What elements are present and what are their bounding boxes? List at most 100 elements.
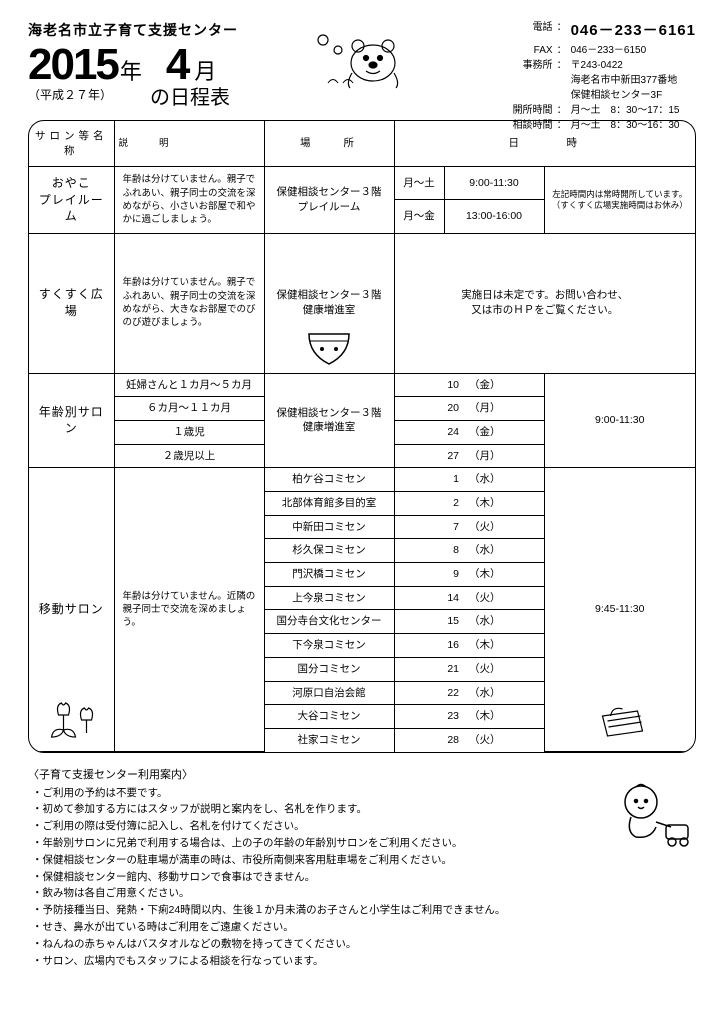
- list-item: ねんねの赤ちゃんはバスタオルなどの敷物を持ってきてください。: [32, 936, 696, 953]
- salon-name-idou: 移動サロン: [29, 468, 114, 752]
- mascot-illustration: [308, 28, 428, 98]
- salon-place-oyako: 保健相談センター３階 プレイルーム: [264, 167, 394, 233]
- table-row: 年齢別サロン 妊婦さんと１カ月～５カ月 保健相談センター３階 健康増進室 10（…: [29, 373, 695, 397]
- diaper-icon: [304, 329, 354, 367]
- list-item: 保健相談センターの駐車場が満車の時は、市役所南側来客用駐車場をご利用ください。: [32, 852, 696, 869]
- salon-desc-idou: 年齢は分けていません。近隣の親子同士で交流を深めましょう。: [114, 468, 264, 752]
- salon-name-sukusuku: すくすく広場: [29, 233, 114, 373]
- salon-place-nenrei: 保健相談センター３階 健康増進室: [264, 373, 394, 468]
- idou-date-3: 8（水）: [394, 539, 544, 563]
- list-item: 飲み物は各自ご用意ください。: [32, 885, 696, 902]
- nenrei-date-3: 27（月）: [394, 444, 544, 468]
- idou-date-4: 9（木）: [394, 563, 544, 587]
- tel-number: 046－233－6161: [571, 20, 696, 43]
- open-label: 開所時間: [497, 103, 553, 118]
- idou-date-8: 21（火）: [394, 657, 544, 681]
- idou-place-10: 大谷コミセン: [264, 705, 394, 729]
- salon-desc-sukusuku: 年齢は分けていません。親子でふれあい、親子同士の交流を深めながら、大きなお部屋で…: [114, 233, 264, 373]
- schedule-table-frame: サロン等名称 説 明 場 所 日 時 おやこ プレイルーム 年齢は分けていません…: [28, 120, 696, 753]
- consult-label: 相談時間: [497, 118, 553, 133]
- open-hours: 月～土 8：30～17：15: [571, 103, 680, 118]
- col-description: 説 明: [114, 121, 264, 167]
- idou-date-11: 28（火）: [394, 728, 544, 751]
- salon-desc-oyako: 年齢は分けていません。親子でふれあい、親子同士の交流を深めながら、小さいお部屋で…: [114, 167, 264, 233]
- nenrei-group-3: ２歳児以上: [114, 444, 264, 468]
- idou-place-6: 国分寺台文化センター: [264, 610, 394, 634]
- office-label: 事務所: [497, 58, 553, 73]
- nenrei-date-0: 10（金）: [394, 373, 544, 397]
- center-name: 海老名市立子育て支援センター: [28, 20, 238, 40]
- idou-time-text: 9:45-11:30: [595, 603, 644, 615]
- usage-guide-list: ご利用の予約は不要です。 初めて参加する方にはスタッフが説明と案内をし、名札を作…: [28, 785, 696, 970]
- fax-label: FAX: [497, 43, 553, 58]
- idou-place-8: 国分コミセン: [264, 657, 394, 681]
- idou-place-3: 杉久保コミセン: [264, 539, 394, 563]
- list-item: 予防接種当日、発熱・下痢24時間以内、生後１か月未満のお子さんと小学生はご利用で…: [32, 902, 696, 919]
- schedule-table: サロン等名称 説 明 場 所 日 時 おやこ プレイルーム 年齢は分けていません…: [29, 121, 695, 752]
- salon-name-line2: プレイルーム: [35, 192, 108, 226]
- idou-place-9: 河原口自治会館: [264, 681, 394, 705]
- table-row: おやこ プレイルーム 年齢は分けていません。親子でふれあい、親子同士の交流を深め…: [29, 167, 695, 200]
- list-item: 保健相談センター館内、移動サロンで食事はできません。: [32, 869, 696, 886]
- salon-name-oyako: おやこ プレイルーム: [29, 167, 114, 233]
- oyako-days-2: 月～金: [394, 200, 444, 233]
- address-1: 海老名市中新田377番地: [571, 73, 678, 88]
- schedule-title: の日程表: [150, 81, 238, 110]
- list-item: 年齢別サロンに兄弟で利用する場合は、上の子の年齢の年齢別サロンをご利用ください。: [32, 835, 696, 852]
- year-number: 2015: [28, 40, 118, 90]
- tel-label: 電話: [497, 20, 553, 43]
- table-row: すくすく広場 年齢は分けていません。親子でふれあい、親子同士の交流を深めながら、…: [29, 233, 695, 373]
- idou-place-5: 上今泉コミセン: [264, 586, 394, 610]
- bag-icon: [592, 701, 647, 741]
- idou-place-4: 門沢橋コミセン: [264, 563, 394, 587]
- idou-name-text: 移動サロン: [39, 602, 104, 616]
- salon-place-sukusuku: 保健相談センター３階 健康増進室: [264, 233, 394, 373]
- oyako-time-1: 9:00-11:30: [444, 167, 544, 200]
- col-place: 場 所: [264, 121, 394, 167]
- baby-illustration: [606, 777, 696, 857]
- salon-name-nenrei: 年齢別サロン: [29, 373, 114, 468]
- nenrei-group-1: ６カ月～１１カ月: [114, 397, 264, 421]
- oyako-note: 左記時間内は常時開所しています。（すくすく広場実施時間はお休み）: [544, 167, 695, 233]
- idou-place-1: 北部体育館多目的室: [264, 492, 394, 516]
- table-row: 移動サロン 年齢は分けていません。近隣の親子同士で交流を深めましょう。 柏ケ谷コ…: [29, 468, 695, 492]
- tulip-icon: [44, 695, 99, 745]
- idou-date-0: 1（水）: [394, 468, 544, 492]
- header: 海老名市立子育て支援センター 2015 年 4 月 （平成２７年） の日程表 電…: [28, 20, 696, 110]
- nenrei-time: 9:00-11:30: [544, 373, 695, 468]
- idou-date-7: 16（木）: [394, 634, 544, 658]
- consult-hours: 月～土 8：30～16：30: [571, 118, 680, 133]
- col-salon-name: サロン等名称: [29, 121, 114, 167]
- sukusuku-note: 実施日は未定です。お問い合わせ、 又は市のＨＰをご覧ください。: [394, 233, 695, 373]
- idou-time: 9:45-11:30: [544, 468, 695, 752]
- list-item: ご利用の予約は不要です。: [32, 785, 696, 802]
- list-item: ご利用の際は受付簿に記入し、名札を付けてください。: [32, 818, 696, 835]
- address-2: 保健相談センター3F: [571, 88, 663, 103]
- idou-date-9: 22（水）: [394, 681, 544, 705]
- oyako-time-2: 13:00-16:00: [444, 200, 544, 233]
- header-left: 海老名市立子育て支援センター 2015 年 4 月 （平成２７年） の日程表: [28, 20, 238, 110]
- contact-info: 電話：046－233－6161 FAX：046－233－6150 事務所：〒24…: [497, 20, 696, 133]
- idou-date-10: 23（木）: [394, 705, 544, 729]
- idou-place-7: 下今泉コミセン: [264, 634, 394, 658]
- nenrei-date-2: 24（金）: [394, 420, 544, 444]
- postal-code: 〒243-0422: [571, 58, 623, 73]
- idou-date-2: 7（火）: [394, 515, 544, 539]
- idou-date-1: 2（木）: [394, 492, 544, 516]
- sukusuku-place-text: 保健相談センター３階 健康増進室: [277, 289, 382, 316]
- nenrei-group-2: １歳児: [114, 420, 264, 444]
- usage-guide-title: 〈子育て支援センター利用案内〉: [28, 767, 696, 785]
- list-item: 初めて参加する方にはスタッフが説明と案内をし、名札を作ります。: [32, 801, 696, 818]
- fax-number: 046－233－6150: [571, 43, 647, 58]
- idou-place-0: 柏ケ谷コミセン: [264, 468, 394, 492]
- salon-name-line1: おやこ: [35, 175, 108, 192]
- list-item: せき、鼻水が出ている時はご利用をご遠慮ください。: [32, 919, 696, 936]
- idou-date-6: 15（水）: [394, 610, 544, 634]
- year-suffix: 年: [120, 54, 142, 86]
- nenrei-date-1: 20（月）: [394, 397, 544, 421]
- idou-place-11: 社家コミセン: [264, 728, 394, 751]
- oyako-days-1: 月～土: [394, 167, 444, 200]
- idou-place-2: 中新田コミセン: [264, 515, 394, 539]
- nenrei-group-0: 妊婦さんと１カ月～５カ月: [114, 373, 264, 397]
- idou-date-5: 14（火）: [394, 586, 544, 610]
